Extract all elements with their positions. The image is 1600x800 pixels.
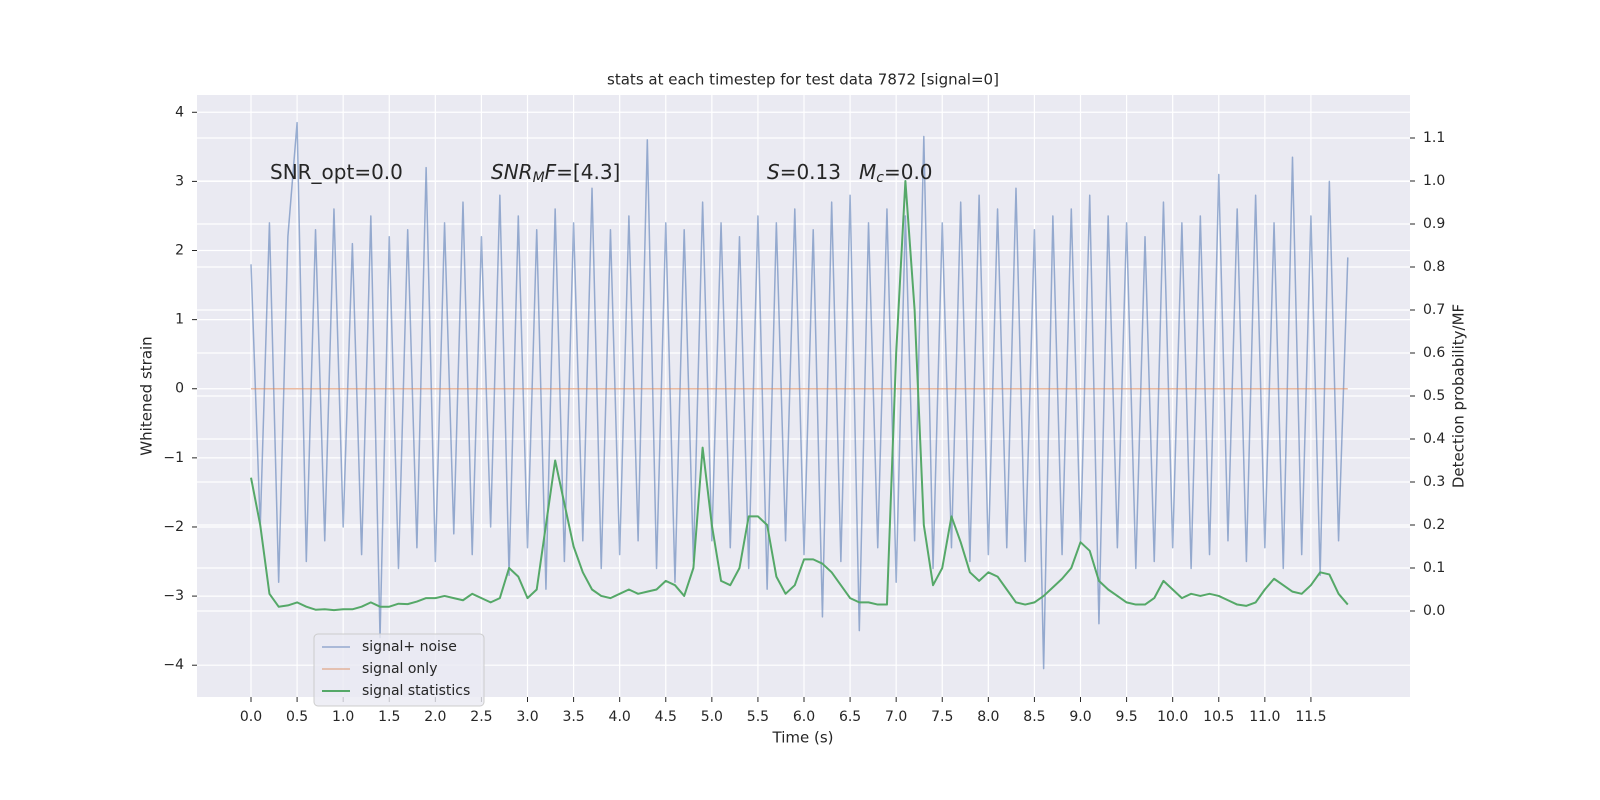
annotation-part: =0.13 [780,160,841,184]
annotation-part: F [545,160,557,184]
x-tick-label: 5.0 [701,709,723,725]
x-tick-label: 3.5 [562,709,584,725]
legend-label: signal statistics [362,683,470,699]
y2-tick-label: 0.2 [1423,517,1445,533]
annotation-part: S [767,160,780,184]
x-tick-label: 6.5 [839,709,861,725]
x-tick-label: 11.0 [1249,709,1280,725]
annotation-part: SNR [491,160,533,184]
x-tick-label: 0.0 [240,709,262,725]
y2-tick-label: 0.5 [1423,388,1445,404]
y-tick-label: −1 [163,450,184,466]
y2-tick-label: 0.8 [1423,259,1445,275]
x-tick-label: 7.0 [885,709,907,725]
x-axis-label: Time (s) [772,729,834,747]
x-tick-label: 7.5 [931,709,953,725]
y-tick-label: 3 [175,173,184,189]
x-tick-label: 11.5 [1295,709,1326,725]
chart-title: stats at each timestep for test data 787… [607,71,999,89]
annotation: SNR_opt=0.0 [270,160,403,184]
x-tick-label: 9.0 [1069,709,1091,725]
y2-tick-label: 0.7 [1423,302,1445,318]
x-tick-label: 9.5 [1115,709,1137,725]
series-line [250,121,1349,670]
legend-label: signal only [362,661,437,677]
y2-tick-label: 1.1 [1423,130,1445,146]
x-tick-label: 6.0 [793,709,815,725]
y-axis-label: Whitened strain [138,336,156,455]
y2-tick-label: 0.1 [1423,560,1445,576]
y2-axis-label: Detection probability/MF [1450,304,1468,488]
x-tick-label: 8.5 [1023,709,1045,725]
y-tick-label: −3 [163,588,184,604]
y-tick-label: −4 [163,657,184,673]
y-tick-label: 4 [175,104,184,120]
x-tick-label: 2.0 [424,709,446,725]
x-tick-label: 1.5 [378,709,400,725]
annotation-part: c [876,170,884,186]
x-tick-label: 2.5 [470,709,492,725]
x-tick-label: 3.0 [516,709,538,725]
x-tick-label: 1.0 [332,709,354,725]
x-tick-label: 10.5 [1203,709,1234,725]
series-line [250,180,1349,612]
y-tick-label: 1 [175,312,184,328]
x-tick-label: 5.5 [747,709,769,725]
y-tick-label: 2 [175,243,184,259]
x-tick-label: 10.0 [1157,709,1188,725]
x-tick-label: 0.5 [286,709,308,725]
y2-tick-label: 1.0 [1423,173,1445,189]
annotation-part: SNR_opt=0.0 [270,160,403,184]
y2-tick-label: 0.6 [1423,345,1445,361]
annotation: SNRMF=[4.3] [491,160,620,187]
annotation-part: =[4.3] [556,160,620,184]
annotation-part: =0.0 [884,160,933,184]
legend-box [313,633,485,707]
y2-tick-label: 0.4 [1423,431,1445,447]
y2-tick-label: 0.0 [1423,603,1445,619]
y2-tick-label: 0.9 [1423,216,1445,232]
x-tick-label: 4.5 [655,709,677,725]
y-tick-label: 0 [175,381,184,397]
annotation: S=0.13 [767,160,841,184]
y-tick-label: −2 [163,519,184,535]
annotation: Mc=0.0 [859,160,933,187]
y2-tick-label: 0.3 [1423,474,1445,490]
legend-label: signal+ noise [362,639,457,655]
x-tick-label: 4.0 [609,709,631,725]
annotation-part: M [859,160,876,184]
x-tick-label: 8.0 [977,709,999,725]
annotation-part: M [533,170,545,186]
